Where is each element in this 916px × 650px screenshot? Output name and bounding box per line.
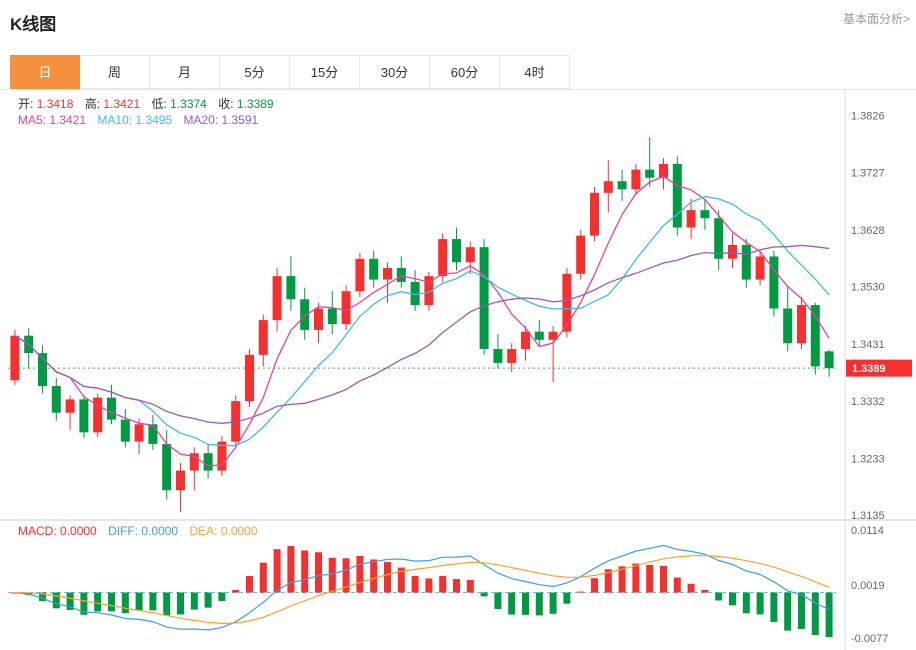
svg-text:1.3628: 1.3628 [851, 225, 885, 237]
tab-5min[interactable]: 5分 [220, 55, 290, 89]
page-header: K线图 基本面分析> [0, 0, 916, 55]
ma20-value: 1.3591 [221, 113, 259, 127]
svg-text:1.3530: 1.3530 [851, 282, 885, 294]
low-value: 1.3374 [170, 97, 207, 111]
tab-60min[interactable]: 60分 [430, 55, 500, 89]
ma10-value: 1.3495 [135, 113, 173, 127]
svg-text:1.3332: 1.3332 [851, 396, 885, 408]
close-value: 1.3389 [236, 97, 274, 111]
svg-text:-0.0077: -0.0077 [851, 633, 888, 645]
page-title: K线图 [10, 15, 57, 34]
ma20-label: MA20: [183, 113, 219, 127]
svg-text:1.3233: 1.3233 [851, 453, 885, 465]
svg-text:0.0019: 0.0019 [851, 580, 885, 592]
diff-value: 0.0000 [141, 524, 179, 538]
tab-4hour[interactable]: 4时 [500, 55, 570, 89]
close-label: 收: [218, 97, 234, 111]
open-value: 1.3418 [36, 97, 74, 111]
low-label: 低: [151, 97, 167, 111]
ma-legend: MA5: 1.3421 MA10: 1.3495 MA20: 1.3591 [18, 113, 266, 127]
tab-week[interactable]: 周 [80, 55, 150, 89]
svg-text:1.3826: 1.3826 [851, 110, 885, 122]
tab-day[interactable]: 日 [10, 55, 80, 89]
high-value: 1.3421 [103, 97, 141, 111]
period-tabs: 日 周 月 5分 15分 30分 60分 4时 [0, 55, 916, 90]
svg-text:0.0114: 0.0114 [851, 525, 884, 537]
ohlc-legend: 开: 1.3418 高: 1.3421 低: 1.3374 收: 1.3389 [18, 95, 282, 112]
svg-text:1.3135: 1.3135 [851, 510, 885, 522]
chart-area: 1.3826 1.3727 1.3628 1.3530 1.3431 1.3332 1.32… [0, 90, 916, 650]
tab-month[interactable]: 月 [150, 55, 220, 89]
ma5-value: 1.3421 [49, 113, 87, 127]
tab-30min[interactable]: 30分 [360, 55, 430, 89]
ma5-label: MA5: [18, 113, 47, 127]
kline-chart[interactable]: 1.3826 1.3727 1.3628 1.3530 1.3431 1.3332 1.32… [0, 90, 916, 650]
high-label: 高: [84, 97, 101, 111]
macd-legend: MACD: 0.0000 DIFF: 0.0000 DEA: 0.0000 [18, 524, 266, 538]
tab-15min[interactable]: 15分 [290, 55, 360, 89]
fundamental-analysis-link[interactable]: 基本面分析> [842, 12, 910, 26]
diff-label: DIFF: [108, 524, 139, 538]
dea-value: 0.0000 [220, 524, 258, 538]
svg-text:1.3431: 1.3431 [851, 339, 885, 351]
dea-label: DEA: [189, 524, 218, 538]
ma10-label: MA10: [97, 113, 133, 127]
svg-text:1.3389: 1.3389 [852, 363, 886, 375]
macd-label: MACD: [18, 524, 57, 538]
macd-value: 0.0000 [60, 524, 97, 538]
svg-text:1.3727: 1.3727 [851, 168, 885, 180]
open-label: 开: [18, 97, 34, 111]
